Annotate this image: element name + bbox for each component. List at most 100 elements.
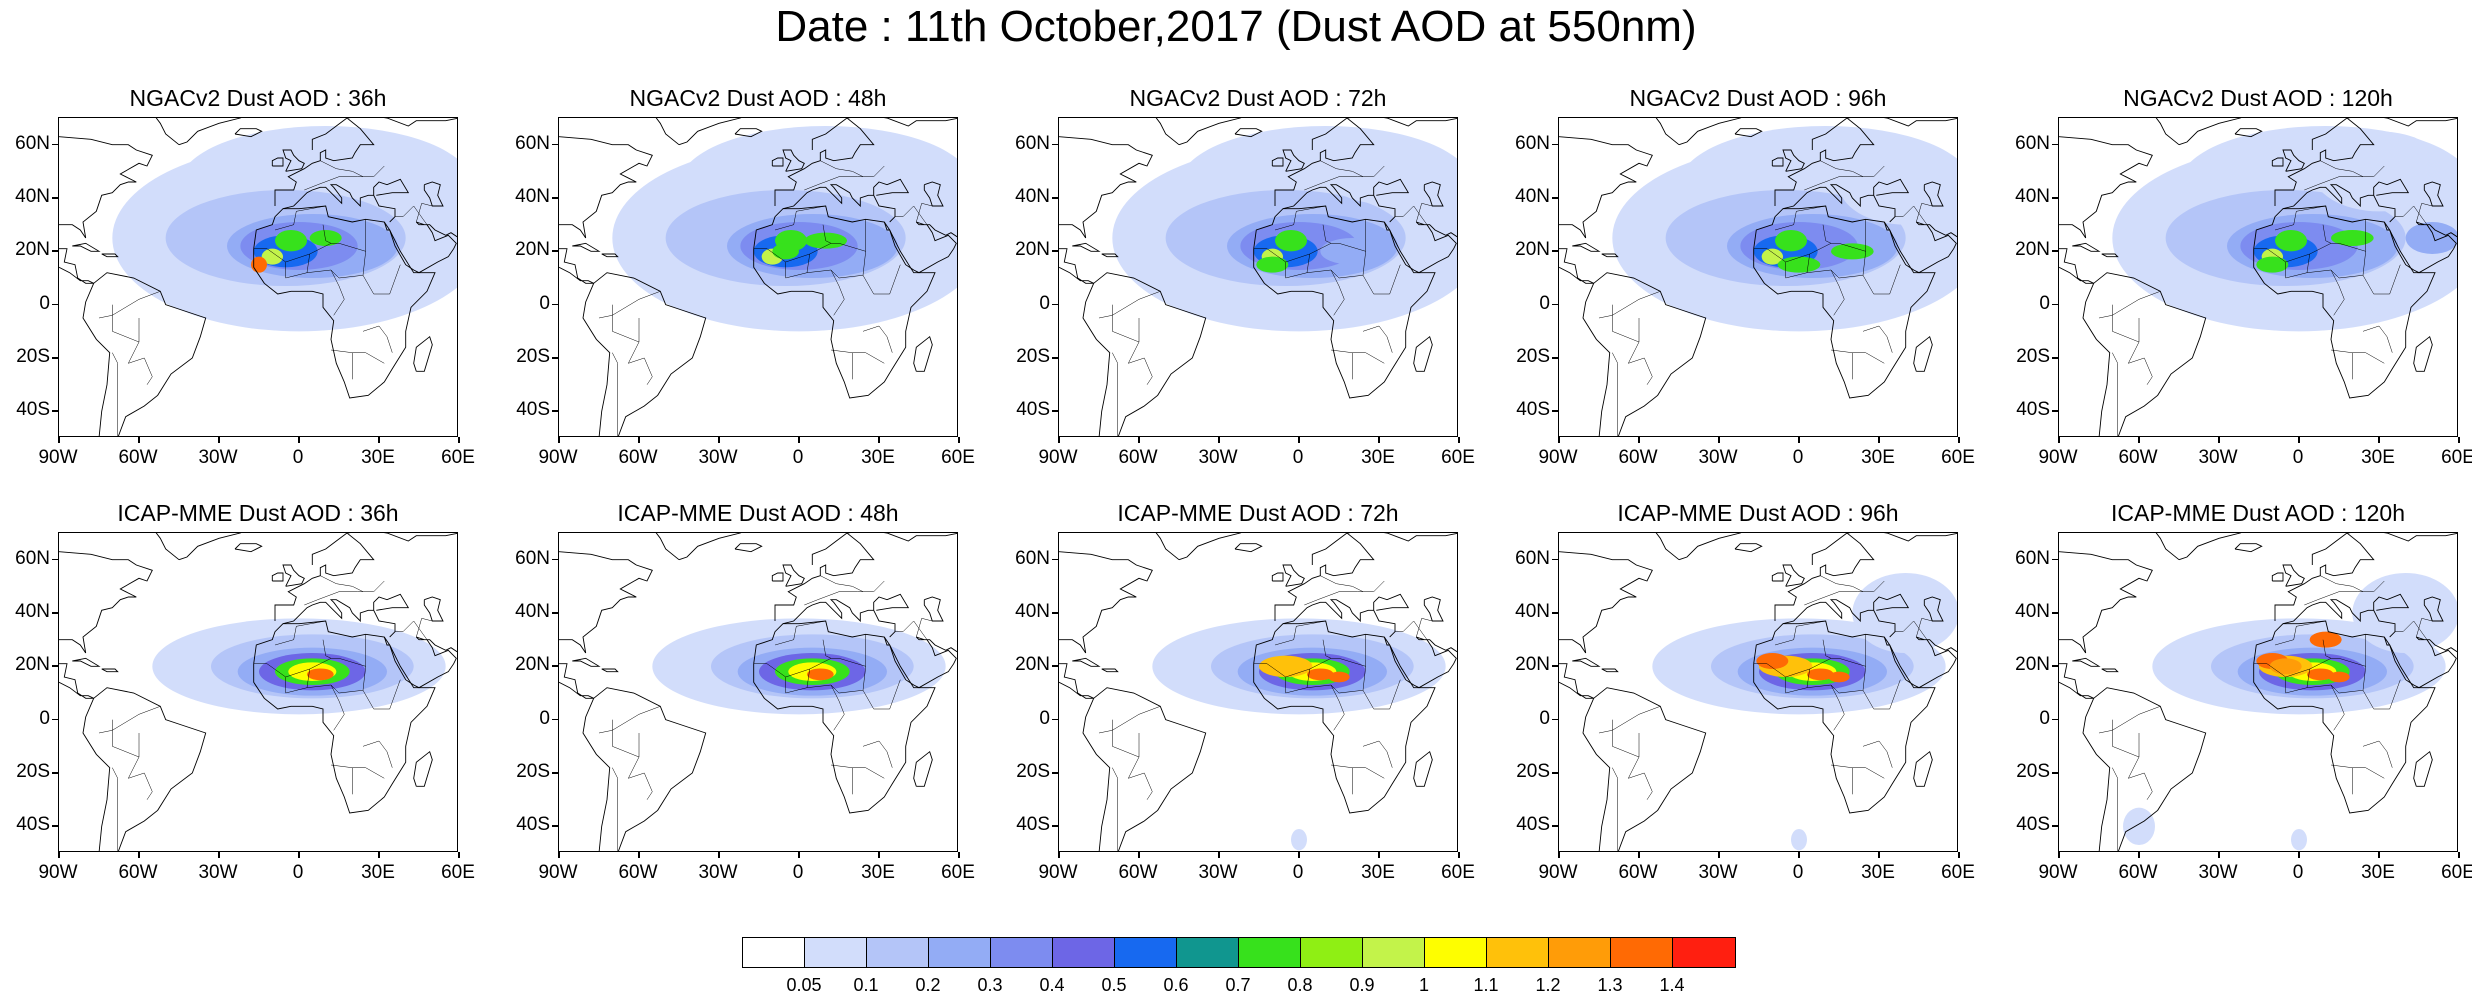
dust-contour	[1307, 668, 1334, 681]
coastline	[1782, 184, 1896, 223]
country-border	[306, 251, 366, 279]
country-border	[1362, 740, 1393, 768]
country-border	[774, 626, 797, 646]
lon-tick	[2458, 437, 2460, 443]
coastline	[59, 136, 153, 239]
country-border	[2416, 617, 2433, 638]
coastline	[811, 533, 848, 565]
country-border	[1804, 165, 1885, 191]
coastline	[559, 551, 653, 654]
lon-tick	[1638, 852, 1640, 858]
country-border	[1306, 666, 1366, 694]
coastline	[1753, 205, 1936, 399]
lat-tick	[552, 303, 558, 306]
coastline	[1282, 599, 1396, 638]
lat-tick-label: 20S	[2016, 761, 2050, 782]
country-border	[2098, 291, 2161, 319]
lat-tick	[2052, 197, 2058, 199]
colorbar-swatch	[1425, 938, 1487, 967]
lon-tick-label: 0	[2292, 447, 2304, 468]
country-border	[612, 719, 640, 758]
lat-tick	[1552, 357, 1558, 359]
coastline	[1373, 178, 1410, 196]
map-panel: ICAP-MME Dust AOD : 48h 60N 40N 20N 0 20S 40S 9…	[500, 500, 975, 900]
lat-tick-label: 20N	[1515, 654, 1550, 676]
lat-tick	[1552, 410, 1558, 412]
lon-tick-label: 90W	[1538, 447, 1578, 468]
lat-tick	[552, 197, 558, 199]
lat-tick	[1052, 825, 1058, 827]
lon-tick-label: 60W	[618, 862, 658, 883]
lon-tick-label: 90W	[1038, 862, 1078, 883]
lon-tick	[138, 852, 140, 858]
country-border	[1820, 575, 1864, 592]
map-panel: NGACv2 Dust AOD : 96h 60N 40N 20N 0 20S 40S 90W…	[1500, 85, 1975, 485]
lon-tick	[718, 852, 720, 858]
colorbar-label: 0.1	[853, 975, 879, 995]
lon-tick	[2378, 437, 2380, 443]
lon-tick	[878, 437, 880, 443]
country-border	[2296, 620, 2326, 627]
lat-tick	[1052, 612, 1058, 614]
country-border	[2112, 304, 2140, 343]
country-border	[1296, 205, 1326, 212]
lat-tick-label: 20N	[1015, 239, 1050, 261]
coastline	[1389, 636, 1457, 689]
lon-tick	[2138, 437, 2140, 443]
country-border	[796, 620, 826, 627]
lon-tick-label: 30E	[361, 447, 395, 468]
country-border	[804, 165, 885, 191]
lat-tick	[2052, 303, 2058, 306]
lon-tick	[1218, 852, 1220, 858]
lat-tick-label: 40S	[1516, 814, 1550, 836]
lon-tick	[638, 437, 640, 443]
country-border	[1322, 639, 1332, 659]
lon-tick	[558, 852, 560, 858]
coastline	[559, 663, 594, 699]
country-border	[628, 357, 653, 385]
lat-tick-label: 0	[39, 292, 50, 314]
lon-tick-label: 30E	[2361, 447, 2395, 468]
coastline	[1059, 248, 1094, 284]
lon-tick	[1458, 437, 1460, 443]
lon-tick-label: 0	[1792, 447, 1804, 468]
lon-tick	[638, 852, 640, 858]
country-border	[362, 325, 393, 353]
lon-tick-label: 60W	[118, 862, 158, 883]
country-border	[1274, 211, 1297, 231]
lon-tick-label: 30E	[361, 862, 395, 883]
colorbar-swatch	[743, 938, 805, 967]
map-panel: NGACv2 Dust AOD : 36h 60N 40N 20N 0 20S 40S 90W…	[0, 85, 475, 485]
lon-tick-label: 90W	[38, 447, 78, 468]
coastline	[59, 248, 94, 284]
country-border	[1830, 269, 1845, 316]
lon-tick	[1298, 437, 1300, 443]
country-border	[2362, 740, 2393, 768]
panel-title: NGACv2 Dust AOD : 48h	[629, 85, 887, 111]
country-border	[1612, 304, 1640, 343]
colorbar	[742, 937, 1736, 968]
lon-tick	[1958, 437, 1960, 443]
coastline	[774, 533, 957, 621]
coastline	[1873, 178, 1910, 196]
coastline	[2373, 178, 2410, 196]
map-frame	[1558, 117, 1958, 437]
lon-tick	[958, 437, 960, 443]
lat-tick	[1052, 558, 1058, 561]
lon-tick	[1058, 437, 1060, 443]
country-border	[306, 666, 366, 694]
country-border	[2330, 764, 2385, 779]
lat-tick	[552, 665, 558, 667]
lat-tick-label: 40S	[2016, 399, 2050, 421]
lon-tick-label: 90W	[2038, 447, 2078, 468]
lon-tick-label: 0	[1292, 862, 1304, 883]
lon-tick	[1218, 437, 1220, 443]
coastline	[1059, 136, 1153, 239]
coastline	[155, 533, 242, 561]
map-frame	[58, 117, 458, 437]
country-border	[753, 219, 866, 263]
lat-tick-label: 0	[39, 707, 50, 729]
country-border	[2306, 666, 2366, 694]
map-panel: NGACv2 Dust AOD : 48h 60N 40N 20N 0 20S 40S 90W…	[500, 85, 975, 485]
country-border	[1304, 580, 1385, 606]
